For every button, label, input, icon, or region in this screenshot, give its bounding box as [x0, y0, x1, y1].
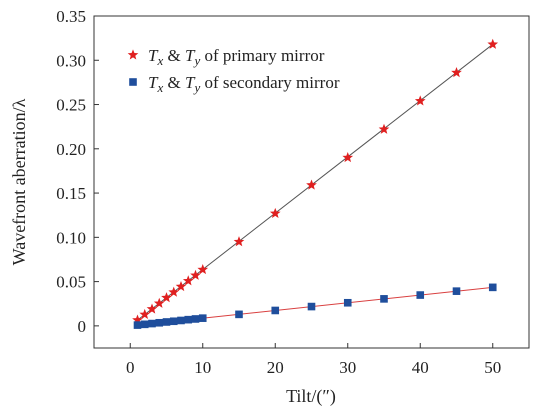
legend-label-part: of secondary mirror: [200, 73, 340, 92]
x-tick-label: 50: [484, 358, 501, 377]
legend-marker: [129, 78, 137, 86]
data-point: [139, 308, 151, 320]
legend-label-part: x: [156, 80, 163, 95]
data-point: [198, 314, 207, 322]
data-point: [235, 310, 243, 319]
y-tick-label: 0.05: [56, 273, 86, 292]
y-tick-label: 0.20: [56, 140, 86, 159]
plot-frame: [93, 15, 530, 349]
data-point: [488, 283, 497, 292]
data-point: [451, 67, 462, 78]
x-tick-label: 10: [194, 358, 211, 377]
data-point: [182, 275, 194, 286]
x-tick-label: 20: [267, 358, 284, 377]
data-point: [191, 315, 200, 323]
data-point: [161, 292, 172, 303]
data-point: [416, 291, 425, 299]
legend-label-part: of primary mirror: [200, 46, 324, 65]
data-point: [307, 302, 316, 311]
data-point: [342, 152, 354, 163]
data-point: [184, 315, 193, 324]
series-layer: [132, 38, 499, 329]
data-point: [414, 95, 426, 106]
legend-label-part: &: [163, 73, 185, 92]
legend-label: Tx & Ty of primary mirror: [148, 46, 325, 68]
data-point: [233, 236, 245, 247]
data-point: [148, 319, 156, 328]
data-point: [380, 295, 388, 303]
data-point: [452, 287, 461, 295]
y-tick-label: 0.10: [56, 228, 86, 247]
y-tick-label: 0.30: [56, 51, 86, 70]
legend-label-part: y: [192, 53, 200, 68]
x-tick-label: 0: [126, 358, 135, 377]
x-axis: 0 10 20 30 40 50: [126, 343, 501, 377]
legend-label-part: T: [148, 46, 159, 65]
y-tick-label: 0.25: [56, 96, 86, 115]
legend-label-part: y: [192, 80, 200, 95]
series-secondary: [133, 283, 497, 329]
y-tick-label: 0: [78, 317, 87, 336]
x-tick-label: 40: [412, 358, 429, 377]
data-point: [190, 269, 201, 280]
x-tick-label: 30: [339, 358, 356, 377]
y-axis-title: Wavefront aberration/λ: [9, 98, 29, 265]
legend-label-part: x: [156, 53, 163, 68]
legend-label-part: T: [185, 73, 196, 92]
data-point: [169, 317, 178, 326]
legend-label-part: T: [148, 73, 159, 92]
y-tick-label: 0.35: [56, 7, 86, 26]
data-point: [175, 280, 187, 292]
legend-label-part: &: [163, 46, 185, 65]
data-point: [487, 38, 499, 49]
legend-label-part: T: [185, 46, 196, 65]
data-point: [269, 207, 281, 218]
data-point: [168, 286, 180, 297]
data-point: [306, 179, 317, 190]
data-point: [271, 306, 280, 315]
data-point: [140, 320, 149, 329]
x-axis-title: Tilt/(″): [286, 386, 336, 407]
data-point: [133, 321, 142, 329]
data-point: [146, 303, 158, 314]
series-primary: [132, 38, 499, 325]
legend-label: Tx & Ty of secondary mirror: [148, 73, 340, 95]
data-point: [153, 297, 165, 308]
data-point: [155, 318, 164, 327]
data-point: [197, 264, 209, 275]
data-point: [177, 316, 185, 325]
legend-marker: [127, 49, 139, 60]
data-point: [378, 123, 390, 134]
y-axis: 0 0.05 0.10 0.15 0.20 0.25 0.30 0.35: [56, 7, 99, 336]
data-point: [132, 314, 143, 325]
data-point: [162, 318, 171, 326]
data-point: [343, 298, 352, 307]
y-tick-label: 0.15: [56, 184, 86, 203]
